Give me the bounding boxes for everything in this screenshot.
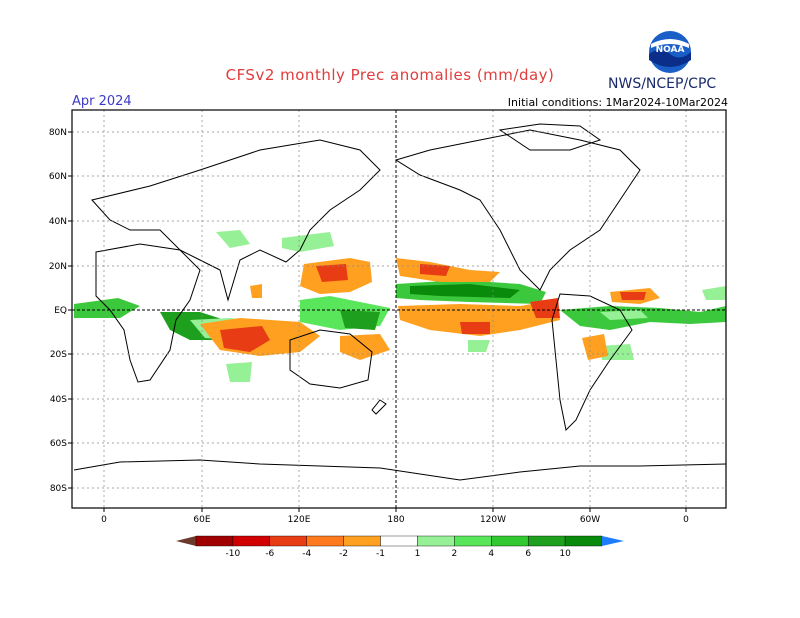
africa-outline — [95, 243, 201, 383]
forecast-month: Apr 2024 — [72, 94, 132, 109]
antarctica-outline — [73, 459, 727, 481]
colorbar-tick-label: -6 — [265, 549, 274, 559]
colorbar-tick-label: 10 — [559, 549, 571, 559]
colorbar-tick-label: -1 — [376, 549, 385, 559]
colorbar — [176, 535, 624, 547]
coastlines — [73, 123, 727, 481]
lat-label: 60N — [49, 172, 67, 182]
lat-label: 60S — [50, 439, 67, 449]
colorbar-tick-label: 6 — [525, 549, 531, 559]
lon-label: 60W — [580, 515, 600, 525]
anomaly-layer — [74, 230, 726, 382]
colorbar-tick-label: 4 — [488, 549, 494, 559]
noaa-logo-icon: NOAA — [649, 31, 691, 73]
colorbar-segment — [527, 535, 566, 547]
lon-label: 60E — [193, 515, 210, 525]
lon-label: 180 — [387, 515, 404, 525]
colorbar-labels: -10 -6 -4 -2 -1 1 2 4 6 10 — [226, 549, 572, 559]
lat-label: EQ — [54, 306, 67, 316]
lon-label: 0 — [683, 515, 689, 525]
agency-label: NWS/NCEP/CPC — [608, 76, 717, 92]
colorbar-segment — [417, 535, 455, 547]
greenland-outline — [498, 123, 602, 151]
colorbar-tick-label: 2 — [451, 549, 457, 559]
colorbar-tick-label: -2 — [339, 549, 348, 559]
colorbar-high-arrow — [602, 536, 624, 546]
eurasia-outline — [91, 139, 381, 302]
colorbar-segment — [491, 535, 529, 547]
lat-label: 40S — [50, 395, 67, 405]
colorbar-segment — [306, 535, 344, 547]
map-frame — [71, 109, 727, 509]
lat-label: 40N — [49, 217, 67, 227]
colorbar-segment — [564, 535, 603, 547]
north-america-outline — [394, 129, 641, 291]
lat-label: 20S — [50, 350, 67, 360]
lon-label: 120W — [480, 515, 506, 525]
grid-lines — [72, 110, 726, 508]
lat-label: 80N — [49, 128, 67, 138]
lat-label: 20N — [49, 262, 67, 272]
latitude-labels: 80N 60N 40N 20N EQ 20S 40S 60S 80S — [49, 128, 72, 494]
south-america-outline — [551, 293, 633, 432]
initial-conditions: Initial conditions: 1Mar2024-10Mar2024 — [507, 96, 728, 109]
colorbar-low-arrow — [176, 536, 196, 546]
longitude-labels: 0 60E 120E 180 120W 60W 0 — [101, 508, 689, 525]
colorbar-segment — [269, 535, 307, 547]
lat-label: 80S — [50, 484, 67, 494]
australia-outline — [289, 329, 373, 389]
colorbar-segment — [232, 535, 271, 547]
chart-title: CFSv2 monthly Prec anomalies (mm/day) — [225, 66, 555, 84]
lon-label: 0 — [101, 515, 107, 525]
colorbar-segment — [454, 535, 492, 547]
lon-label: 120E — [288, 515, 311, 525]
colorbar-segment — [343, 535, 381, 547]
colorbar-segment — [195, 535, 234, 547]
dry-anomalies — [200, 258, 660, 360]
colorbar-tick-label: 1 — [415, 549, 421, 559]
wet-anomalies — [74, 230, 726, 382]
logo-text: NOAA — [656, 45, 685, 55]
new-zealand-outline — [371, 399, 387, 415]
colorbar-tick-label: -10 — [226, 549, 241, 559]
colorbar-segment — [380, 535, 418, 547]
colorbar-tick-label: -4 — [302, 549, 311, 559]
